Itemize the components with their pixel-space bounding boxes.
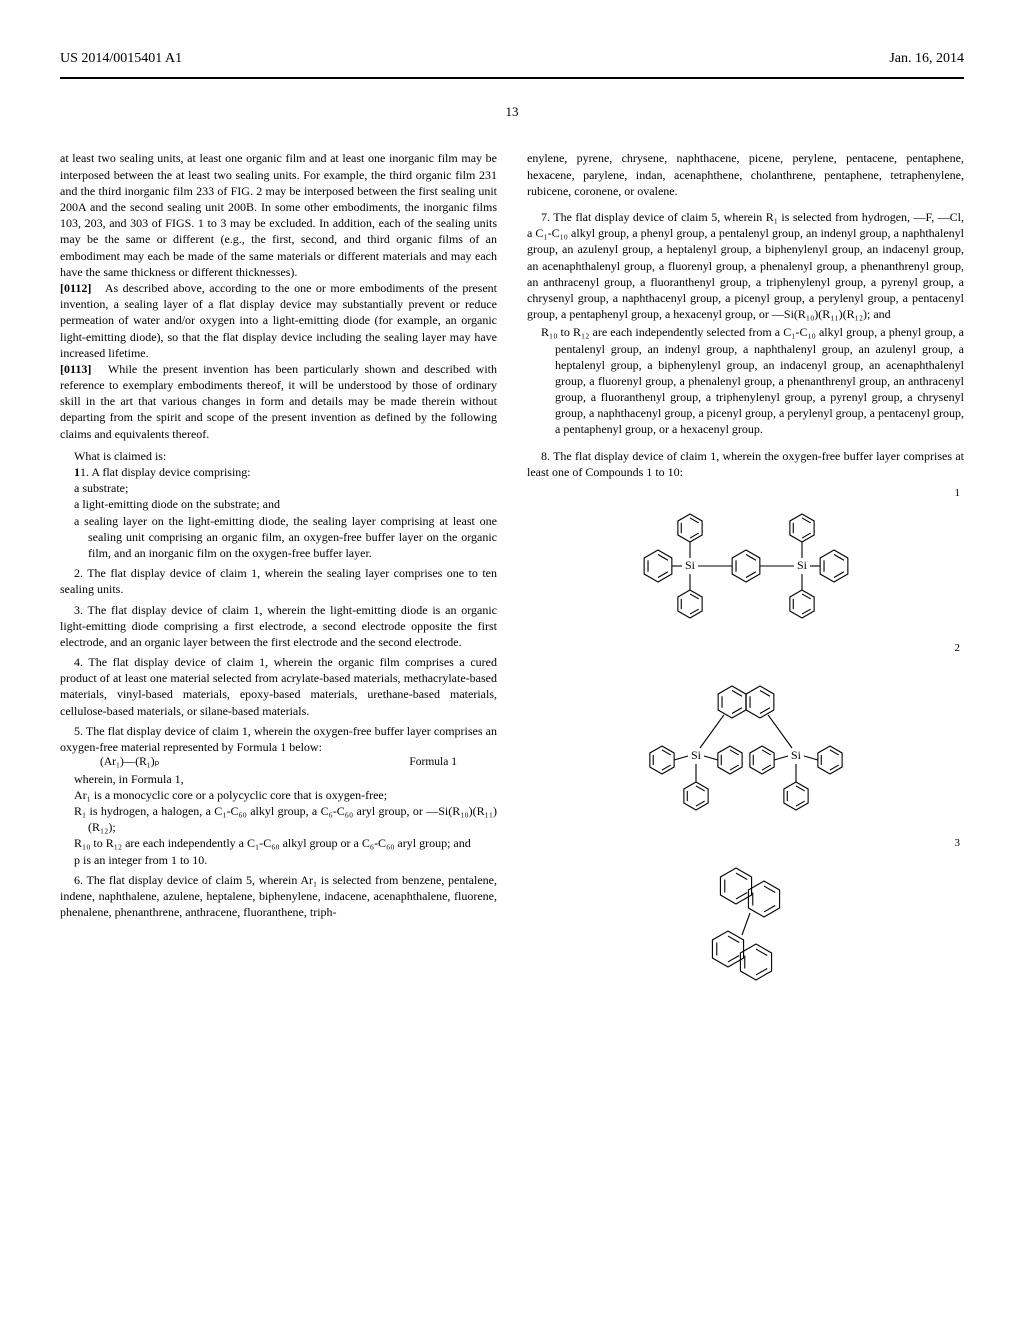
claim-5-p: p is an integer from 1 to 10. — [60, 852, 497, 868]
para-num-0113: [0113] — [60, 362, 91, 376]
formula-1-label: Formula 1 — [409, 755, 457, 771]
claim-6: 6. The flat display device of claim 5, w… — [60, 872, 497, 921]
claim-2: 2. The flat display device of claim 1, w… — [60, 565, 497, 597]
claim-7: 7. The flat display device of claim 5, w… — [527, 209, 964, 322]
header-rule — [60, 77, 964, 79]
claim-1-line3: a light-emitting diode on the substrate;… — [60, 496, 497, 512]
claim-1-line4: a sealing layer on the light-emitting di… — [60, 513, 497, 562]
claim-4: 4. The flat display device of claim 1, w… — [60, 654, 497, 719]
para-0112-text: As described above, according to the one… — [60, 281, 497, 360]
compound-3-label: 3 — [527, 836, 960, 851]
claim-8: 8. The flat display device of claim 1, w… — [527, 448, 964, 480]
para-0113: [0113] While the present invention has b… — [60, 361, 497, 442]
formula-1: (Ar₁)—(R₁)ₚ Formula 1 — [60, 755, 497, 771]
para-0112: [0112] As described above, according to … — [60, 280, 497, 361]
claim-5-wherein: wherein, in Formula 1, — [60, 771, 497, 787]
claim-1-line2: a substrate; — [60, 480, 497, 496]
svg-text:Si: Si — [690, 748, 701, 762]
claim-3: 3. The flat display device of claim 1, w… — [60, 602, 497, 651]
claim-7-sub: R₁₀ to R₁₂ are each independently select… — [527, 324, 964, 437]
pub-number: US 2014/0015401 A1 — [60, 50, 182, 69]
para-0111: at least two sealing units, at least one… — [60, 150, 497, 280]
para-0113-text: While the present invention has been par… — [60, 362, 497, 441]
right-column: enylene, pyrene, chrysene, naphthacene, … — [527, 150, 964, 1009]
page-number: 13 — [60, 103, 964, 121]
left-column: at least two sealing units, at least one… — [60, 150, 497, 1009]
compound-1-label: 1 — [527, 486, 960, 501]
svg-text:Si: Si — [790, 748, 801, 762]
compound-2-label: 2 — [527, 641, 960, 656]
compound-1-structure: Si Si — [527, 501, 964, 635]
claim-6-continued: enylene, pyrene, chrysene, naphthacene, … — [527, 150, 964, 199]
formula-1-expr: (Ar₁)—(R₁)ₚ — [100, 755, 160, 771]
compound-3-structure — [527, 851, 964, 1005]
para-num-0112: [0112] — [60, 281, 91, 295]
claim-5-r10: R₁₀ to R₁₂ are each independently a C₁-C… — [60, 835, 497, 851]
compound-2-structure: Si Si — [527, 656, 964, 830]
svg-text:Si: Si — [684, 558, 695, 572]
claim-5: 5. The flat display device of claim 1, w… — [60, 723, 497, 755]
claim-1-line1: 11. A flat display device comprising: — [60, 464, 497, 480]
claims-intro: What is claimed is: — [60, 448, 497, 464]
claim-5-r1: R₁ is hydrogen, a halogen, a C₁-C₆₀ alky… — [60, 803, 497, 835]
svg-text:Si: Si — [796, 558, 807, 572]
pub-date: Jan. 16, 2014 — [889, 50, 964, 69]
claim-5-ar1: Ar₁ is a monocyclic core or a polycyclic… — [60, 787, 497, 803]
